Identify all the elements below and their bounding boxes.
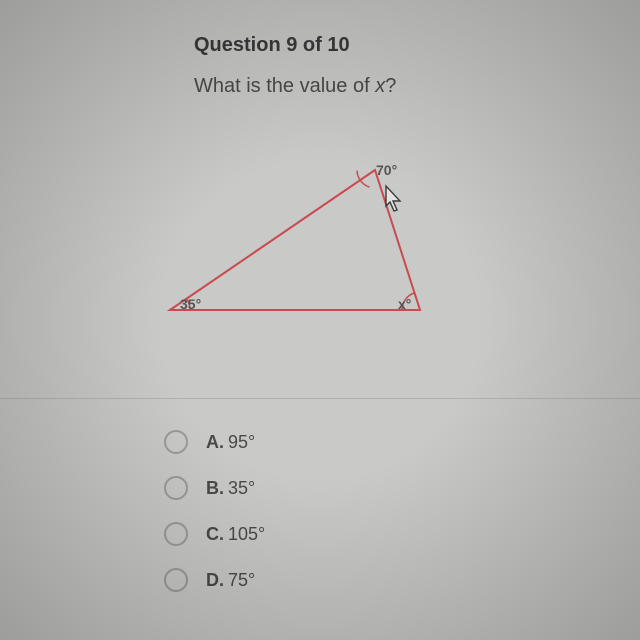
question-header: Question 9 of 10 What is the value of x?	[194, 34, 396, 98]
choice-value: 35°	[228, 478, 255, 498]
question-number: Question 9 of 10	[194, 34, 396, 57]
radio-icon[interactable]	[164, 522, 188, 546]
angle-label-top: 70°	[376, 162, 397, 178]
answer-choices: A.95° B.35° C.105° D.75°	[164, 430, 265, 614]
choice-value: 75°	[228, 570, 255, 590]
choice-text: C.105°	[206, 524, 265, 545]
choice-b[interactable]: B.35°	[164, 476, 265, 500]
choice-text: A.95°	[206, 432, 255, 453]
choice-text: B.35°	[206, 478, 255, 499]
prompt-variable: x	[375, 75, 385, 97]
question-prompt: What is the value of x?	[194, 75, 396, 98]
prompt-suffix: ?	[385, 75, 396, 97]
choice-letter: C.	[206, 524, 224, 544]
radio-icon[interactable]	[164, 568, 188, 592]
choice-a[interactable]: A.95°	[164, 430, 265, 454]
choice-letter: D.	[206, 570, 224, 590]
angle-label-left: 35°	[180, 296, 201, 312]
section-divider	[0, 398, 640, 399]
prompt-prefix: What is the value of	[194, 75, 375, 97]
choice-letter: B.	[206, 478, 224, 498]
triangle-figure: 35° 70° x°	[150, 140, 450, 340]
choice-c[interactable]: C.105°	[164, 522, 265, 546]
radio-icon[interactable]	[164, 476, 188, 500]
choice-value: 95°	[228, 432, 255, 452]
angle-label-right: x°	[398, 296, 411, 312]
choice-text: D.75°	[206, 570, 255, 591]
choice-d[interactable]: D.75°	[164, 568, 265, 592]
choice-value: 105°	[228, 524, 265, 544]
radio-icon[interactable]	[164, 430, 188, 454]
choice-letter: A.	[206, 432, 224, 452]
